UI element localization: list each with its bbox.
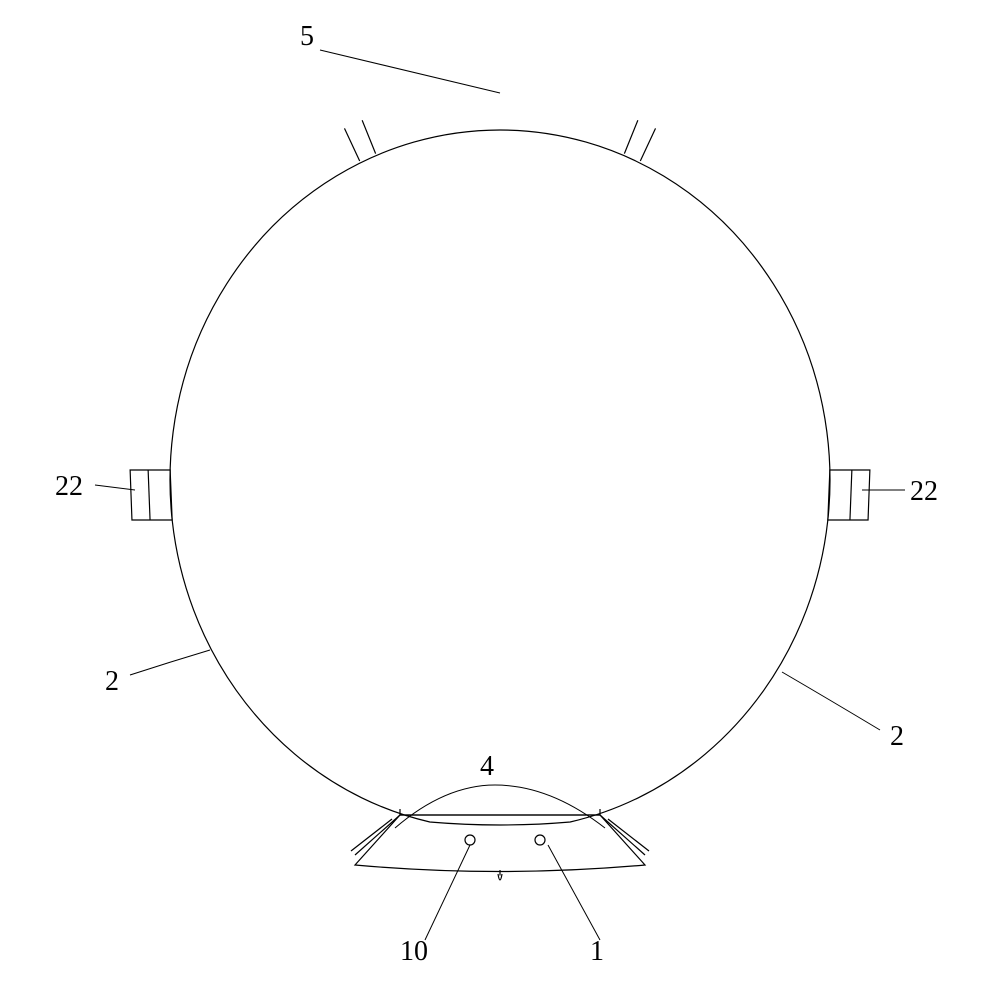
leader-curve (782, 672, 880, 730)
leader (548, 845, 600, 940)
label-22R: 22 (910, 476, 938, 507)
joint-4-right-a (600, 815, 645, 855)
label-22L: 22 (55, 471, 83, 502)
label-4: 4 (480, 751, 494, 782)
side-socket-L-lip (148, 470, 150, 520)
leader (320, 50, 500, 93)
label-2L: 2 (105, 666, 119, 697)
top-rib-0b (344, 128, 359, 161)
label-1: 1 (590, 936, 604, 967)
side-socket-R-lip (850, 470, 852, 520)
label-2R: 2 (890, 721, 904, 752)
bottom-block (355, 815, 645, 872)
bottom-hole-1 (465, 835, 475, 845)
top-rib-0 (362, 120, 375, 153)
leader (95, 485, 135, 490)
top-rib-1 (624, 120, 637, 153)
label-10: 10 (400, 936, 428, 967)
joint-4-left-a (355, 815, 400, 855)
leader (425, 845, 470, 940)
inner-ring-outline (170, 130, 830, 825)
top-rib-1b (640, 128, 655, 161)
side-socket-L (130, 470, 172, 520)
bottom-hole-2 (535, 835, 545, 845)
leader-curve (130, 650, 210, 675)
label-5: 5 (300, 21, 314, 52)
side-socket-R (828, 470, 870, 520)
